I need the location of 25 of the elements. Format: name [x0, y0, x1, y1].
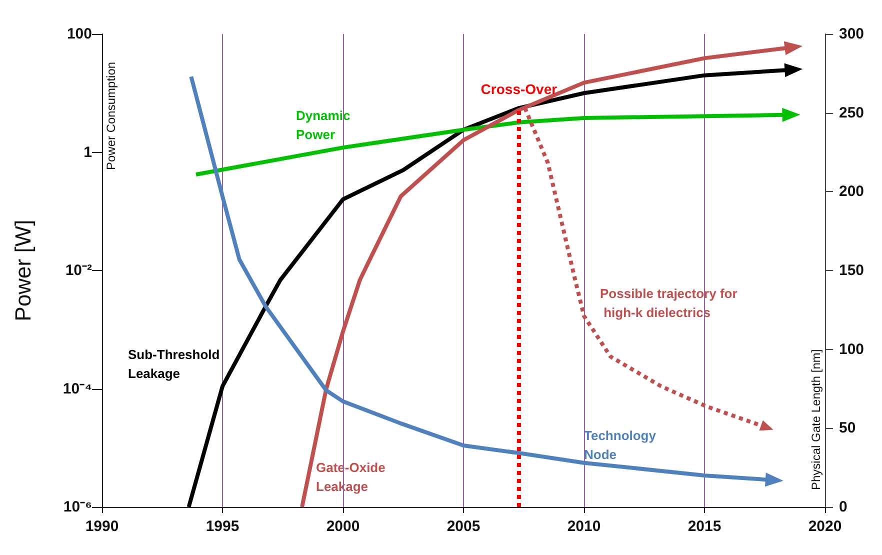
y2-tick-label: 50 — [839, 420, 856, 437]
y2-tick-label: 0 — [839, 498, 848, 516]
x-tick-label: 2020 — [808, 518, 842, 535]
y2-tick-label: 200 — [839, 183, 864, 200]
x-tick-label: 1990 — [85, 518, 119, 535]
series-label: Sub-Threshold Leakage — [128, 347, 224, 381]
y2-axis-title: Physical Gate Length [nm] — [809, 349, 823, 490]
ref-line-label: Cross-Over — [480, 81, 558, 98]
x-tick-label: 1995 — [206, 518, 240, 535]
y2-tick-label: 300 — [839, 26, 864, 42]
y-tick-label: 10⁻² — [65, 262, 92, 279]
y2-tick-label: 100 — [839, 340, 864, 358]
x-tick-label: 2000 — [326, 518, 360, 535]
y-tick-label: 10⁻⁴ — [62, 380, 92, 398]
x-tick-label: 2015 — [688, 518, 722, 535]
x-tick-label: 2005 — [446, 518, 480, 535]
y-tick-label: 10⁻⁶ — [63, 498, 92, 516]
series-label: Technology Node — [584, 428, 660, 462]
y-tick-label: 100 — [66, 26, 92, 42]
y-tick-label: 1 — [84, 144, 92, 161]
y-axis-title: Power [W] — [10, 220, 36, 322]
x-tick-label: 2010 — [567, 518, 601, 535]
y2-tick-label: 150 — [839, 262, 864, 279]
y2-tick-label: 250 — [839, 104, 864, 122]
annotation: Power Consumption — [104, 62, 118, 170]
